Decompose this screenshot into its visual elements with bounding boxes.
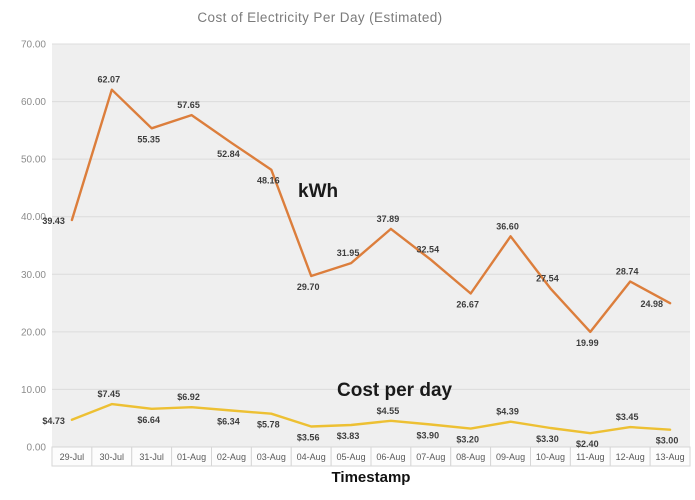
x-axis-category-label: 11-Aug	[576, 452, 604, 462]
y-axis-tick-label: 20.00	[21, 327, 46, 338]
data-label: 32.54	[417, 245, 440, 255]
data-label: 57.65	[177, 100, 200, 110]
data-label: 55.35	[137, 134, 160, 144]
data-label: $3.83	[337, 431, 360, 441]
x-axis-category-label: 02-Aug	[217, 452, 246, 462]
data-label: 37.89	[377, 214, 400, 224]
x-axis-category-label: 30-Jul	[100, 452, 125, 462]
data-label: 26.67	[456, 299, 479, 309]
data-label: 24.98	[641, 299, 664, 309]
data-label: 28.74	[616, 267, 639, 277]
x-axis-category-label: 10-Aug	[536, 452, 565, 462]
data-label: $3.45	[616, 412, 639, 422]
y-axis-tick-label: 70.00	[21, 40, 46, 51]
y-axis-tick-label: 30.00	[21, 270, 46, 281]
data-label: $6.92	[177, 392, 200, 402]
data-label: $3.30	[536, 434, 559, 444]
data-label: 29.70	[297, 282, 320, 292]
x-axis-category-label: 29-Jul	[60, 452, 85, 462]
data-label: $3.00	[656, 436, 679, 446]
x-axis-category-cell	[649, 446, 691, 467]
x-axis-category-label: 04-Aug	[297, 452, 326, 462]
data-label: $4.73	[42, 416, 65, 426]
data-label: 39.43	[42, 216, 65, 226]
x-axis-category-label: 01-Aug	[177, 452, 206, 462]
x-axis-category-label: 05-Aug	[337, 452, 366, 462]
data-label: $6.34	[217, 416, 240, 426]
data-label: 27.54	[536, 273, 559, 283]
x-axis-category-label: 12-Aug	[616, 452, 645, 462]
data-label: $4.55	[377, 406, 400, 416]
x-axis-category-label: 08-Aug	[456, 452, 485, 462]
cost-per-day-line-series	[70, 402, 672, 435]
x-axis-title: Timestamp	[331, 469, 411, 486]
data-label: $3.56	[297, 433, 320, 443]
data-label: $5.78	[257, 420, 280, 430]
x-axis-category-label: 03-Aug	[257, 452, 286, 462]
data-label: $3.90	[417, 431, 440, 441]
data-label: 19.99	[576, 338, 599, 348]
series-annotation: Cost per day	[337, 380, 453, 401]
kwh-line-series	[70, 88, 672, 334]
data-label: 36.60	[496, 221, 519, 231]
data-label: 52.84	[217, 149, 240, 159]
x-axis-category-label: 07-Aug	[416, 452, 445, 462]
chart-title: Cost of Electricity Per Day (Estimated)	[197, 10, 443, 25]
data-label: $7.45	[98, 389, 121, 399]
x-axis-category-label: 06-Aug	[376, 452, 405, 462]
data-label: 62.07	[98, 75, 121, 85]
data-label: 48.16	[257, 176, 280, 186]
data-label: 31.95	[337, 248, 360, 258]
data-label: $4.39	[496, 407, 519, 417]
x-axis-category-label: 31-Jul	[139, 452, 164, 462]
data-label: $2.40	[576, 439, 599, 449]
x-axis-category-label: 13-Aug	[656, 452, 685, 462]
y-axis-tick-label: 10.00	[21, 385, 46, 396]
series-annotation: kWh	[298, 181, 338, 202]
y-axis-tick-label: 50.00	[21, 155, 46, 166]
y-axis-tick-label: 0.00	[27, 443, 47, 454]
data-label: $6.64	[137, 415, 160, 425]
x-axis-category-label: 09-Aug	[496, 452, 525, 462]
y-axis-tick-label: 40.00	[21, 212, 46, 223]
y-axis-tick-label: 60.00	[21, 97, 46, 108]
data-label: $3.20	[456, 435, 479, 445]
